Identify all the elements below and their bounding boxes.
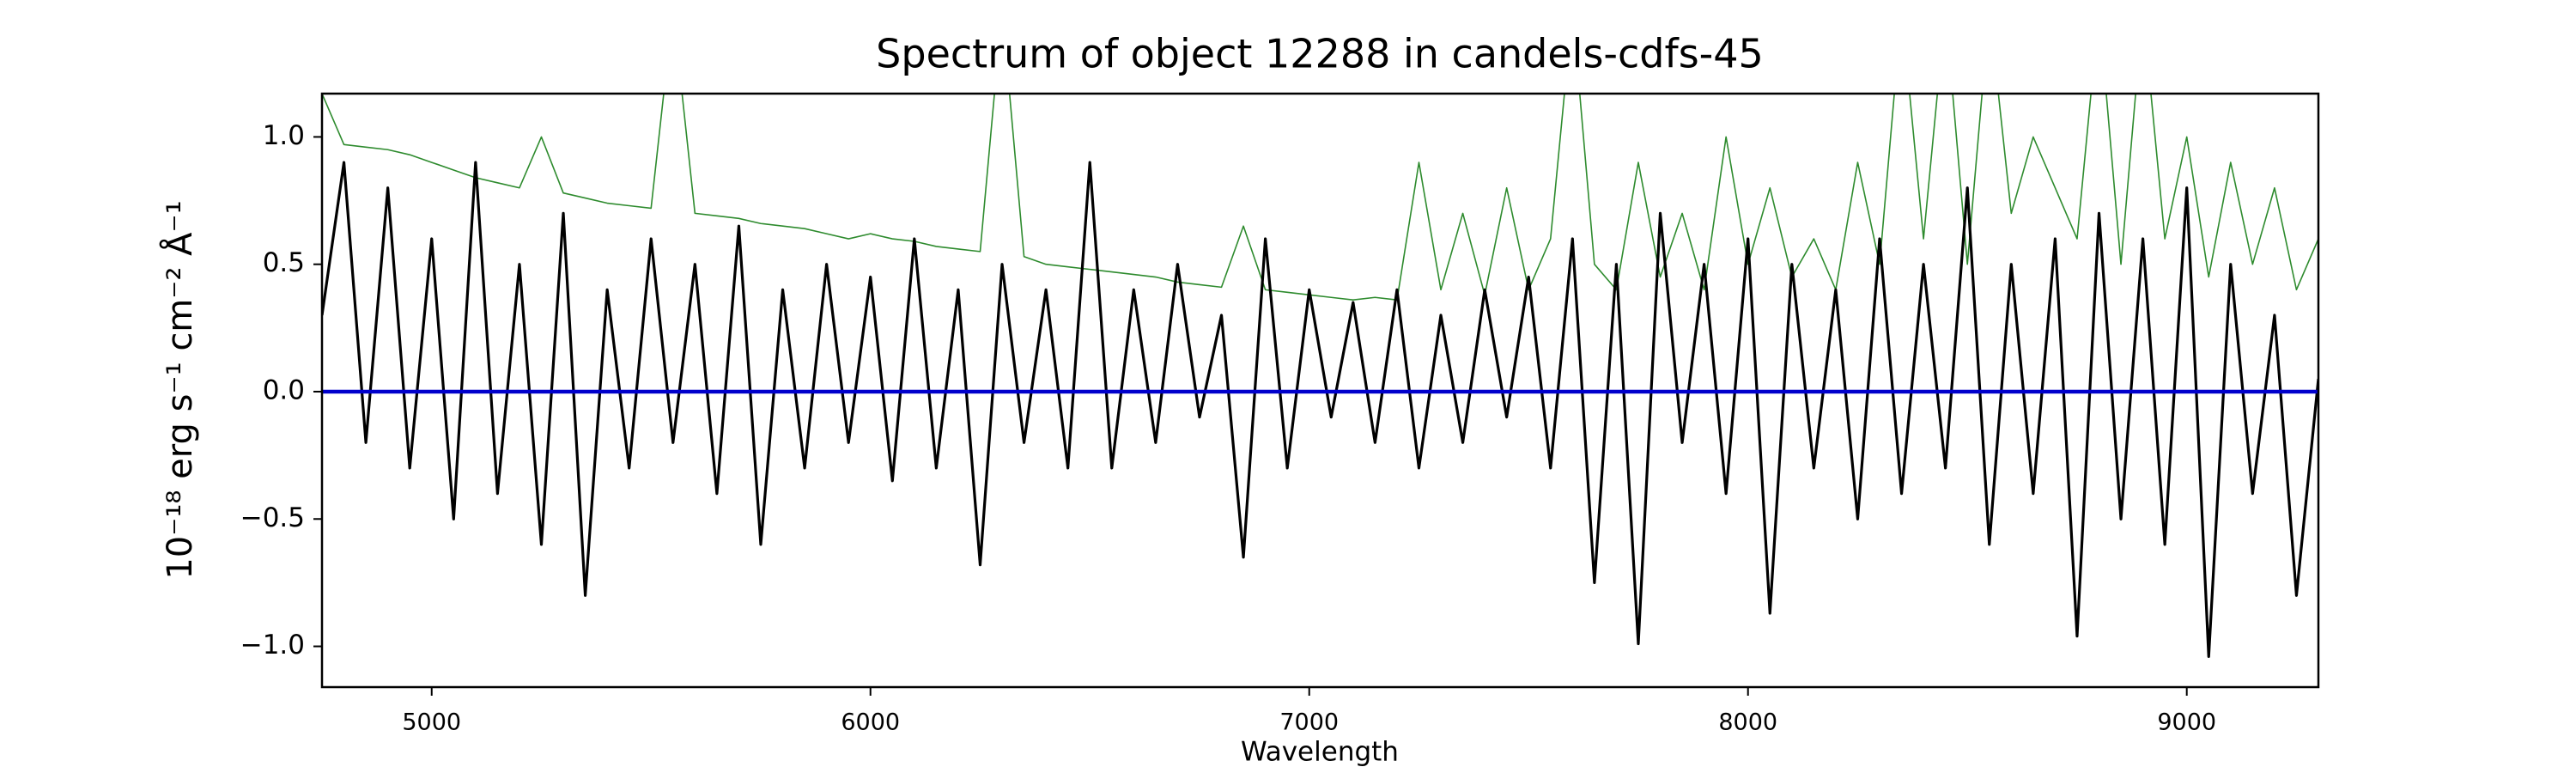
x-axis-label: Wavelength bbox=[1241, 737, 1399, 768]
y-tick-label: 0.0 bbox=[263, 374, 305, 405]
y-tick-label: 1.0 bbox=[263, 120, 305, 151]
y-axis-label: 10⁻¹⁸ erg s⁻¹ cm⁻² Å⁻¹ bbox=[159, 200, 200, 579]
y-tick-label: −0.5 bbox=[240, 502, 305, 533]
x-tick-label: 7000 bbox=[1279, 709, 1339, 736]
x-tick-label: 8000 bbox=[1718, 709, 1777, 736]
plot-area bbox=[322, 94, 2318, 659]
spectrum-line bbox=[322, 161, 2318, 659]
plot-frame bbox=[320, 92, 2320, 689]
x-tick-label: 9000 bbox=[2157, 709, 2216, 736]
y-tick-label: 0.5 bbox=[263, 247, 305, 278]
spectrum-line bbox=[322, 94, 2318, 301]
y-tick-label: −1.0 bbox=[240, 630, 305, 660]
chart-title: Spectrum of object 12288 in candels-cdfs… bbox=[876, 31, 1764, 77]
x-tick-label: 5000 bbox=[402, 709, 461, 736]
x-tick-label: 6000 bbox=[841, 709, 900, 736]
